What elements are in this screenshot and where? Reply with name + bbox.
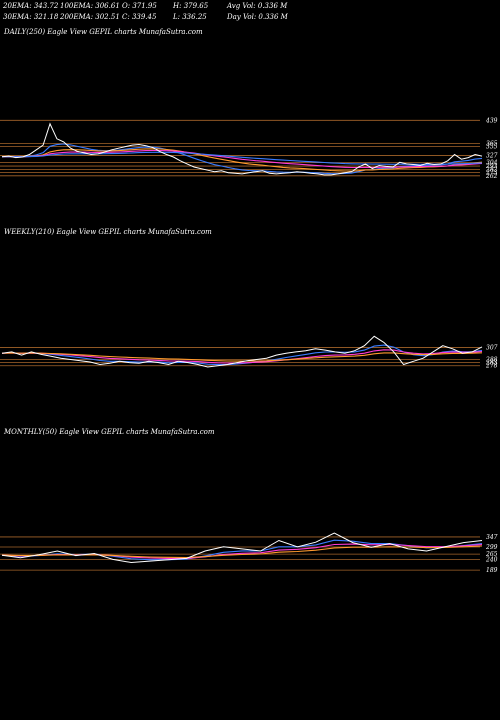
level-label: 262 <box>485 173 498 180</box>
level-label: 365 <box>486 141 498 148</box>
open-label: O: 371.95 <box>122 2 157 10</box>
level-label: 327 <box>486 152 498 159</box>
ema-line <box>1 148 483 172</box>
daily-chart-title: DAILY(250) Eagle View GEPIL charts Munaf… <box>4 28 203 36</box>
ema-line <box>1 545 483 559</box>
level-label: 282 <box>485 167 498 174</box>
level-label: 307 <box>486 345 498 352</box>
monthly-chart-title: MONTHLY(50) Eagle View GEPIL charts Muna… <box>4 428 215 436</box>
ema20-label: 20EMA: 343.72 <box>3 2 59 10</box>
level-label: 299 <box>485 544 498 551</box>
price-line <box>1 122 483 176</box>
level-label: 273 <box>485 169 498 176</box>
ema100-label: 100EMA: 306.61 <box>60 2 120 10</box>
level-label: 439 <box>485 117 498 124</box>
level-label: 355 <box>486 144 498 151</box>
avg-vol-label: Avg Vol: 0.336 M <box>227 2 288 10</box>
level-label: 293 <box>485 163 498 170</box>
day-vol-label: Day Vol: 0.336 M <box>227 13 288 21</box>
level-label: 283 <box>485 360 498 367</box>
price-line <box>1 335 483 368</box>
level-label: 304 <box>486 160 498 167</box>
level-label: 189 <box>486 567 498 574</box>
level-label: 288 <box>485 356 498 363</box>
level-label: 278 <box>485 363 498 370</box>
ema30-label: 30EMA: 321.18 <box>3 13 59 21</box>
price-line <box>1 532 483 564</box>
close-label: C: 339.45 <box>122 13 157 21</box>
ema-line <box>1 349 483 364</box>
ema200-label: 200EMA: 302.51 <box>60 13 120 21</box>
ema-line <box>1 352 483 362</box>
low-label: L: 336.25 <box>173 13 207 21</box>
level-label: 347 <box>486 534 498 541</box>
high-label: H: 379.65 <box>173 2 209 10</box>
ema-line <box>2 151 483 165</box>
level-label: 265 <box>485 551 498 558</box>
level-label: 240 <box>485 556 498 563</box>
ema-line <box>1 149 483 169</box>
weekly-chart-title: WEEKLY(210) Eagle View GEPIL charts Muna… <box>4 228 212 236</box>
ema-line <box>1 539 483 561</box>
